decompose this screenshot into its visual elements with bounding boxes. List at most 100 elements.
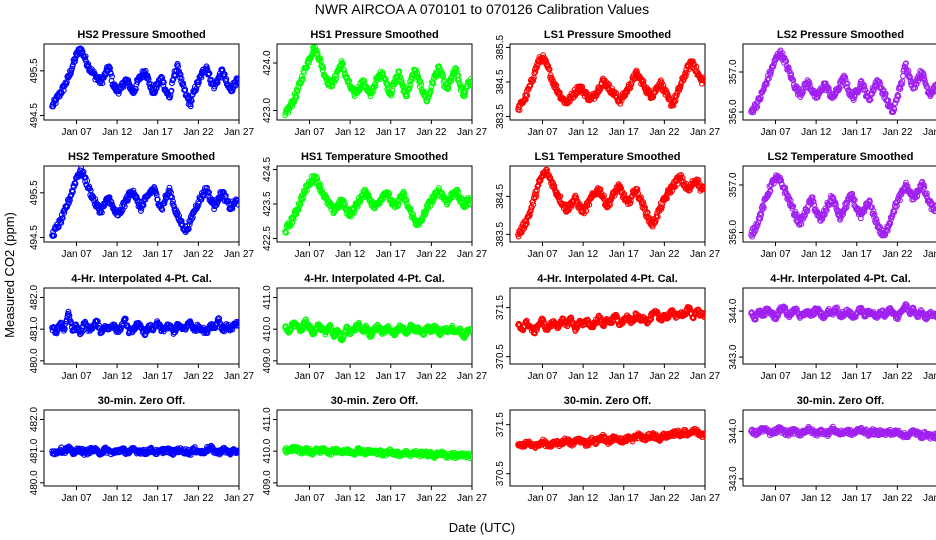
data-point bbox=[351, 209, 358, 215]
data-points bbox=[49, 442, 239, 458]
data-point bbox=[364, 325, 371, 332]
data-point bbox=[900, 73, 906, 80]
data-point bbox=[449, 322, 456, 329]
data-point bbox=[870, 210, 876, 217]
data-point bbox=[913, 81, 920, 88]
data-point bbox=[152, 88, 159, 95]
x-tick-label: Jan 17 bbox=[842, 127, 872, 138]
data-point bbox=[371, 84, 377, 91]
data-point bbox=[187, 103, 194, 110]
data-point bbox=[573, 194, 579, 201]
data-point bbox=[892, 100, 899, 107]
x-tick-label: Jan 22 bbox=[183, 249, 213, 260]
data-point bbox=[921, 77, 928, 84]
data-point bbox=[177, 71, 184, 78]
x-tick-label: Jan 07 bbox=[61, 493, 91, 504]
panel-title: 4-Hr. Interpolated 4-Pt. Cal. bbox=[770, 273, 911, 285]
data-point bbox=[235, 201, 239, 208]
data-point bbox=[161, 200, 168, 207]
data-point bbox=[529, 198, 536, 205]
data-point bbox=[92, 196, 99, 203]
data-point bbox=[933, 312, 936, 318]
data-point bbox=[468, 326, 472, 333]
x-tick-label: Jan 12 bbox=[102, 371, 132, 382]
data-point bbox=[98, 209, 105, 216]
data-point bbox=[870, 208, 877, 215]
x-tick-label: Jan 12 bbox=[568, 127, 598, 138]
data-point bbox=[788, 71, 795, 77]
data-point bbox=[204, 330, 211, 336]
data-point bbox=[771, 60, 777, 67]
y-tick-label: 383.5 bbox=[495, 221, 506, 246]
data-point bbox=[467, 328, 472, 335]
x-axis-label: Date (UTC) bbox=[449, 520, 515, 535]
data-point bbox=[894, 316, 901, 323]
data-point bbox=[530, 201, 537, 208]
data-point bbox=[671, 98, 678, 105]
chart-panel: 4-Hr. Interpolated 4-Pt. Cal.Jan 07 Jan 1… bbox=[728, 273, 936, 382]
data-point bbox=[379, 69, 386, 76]
data-point bbox=[658, 79, 665, 86]
panel-title: LS2 Temperature Smoothed bbox=[768, 151, 914, 163]
x-tick-label: Jan 07 bbox=[61, 249, 91, 260]
data-point bbox=[771, 180, 777, 187]
x-tick-label: Jan 27 bbox=[457, 127, 487, 138]
data-point bbox=[84, 177, 91, 184]
data-point bbox=[811, 311, 818, 318]
panel-title: HS1 Pressure Smoothed bbox=[310, 29, 438, 41]
data-point bbox=[682, 73, 689, 80]
data-points bbox=[282, 44, 472, 119]
y-axis-label: Measured CO2 (ppm) bbox=[2, 212, 17, 338]
data-point bbox=[528, 204, 535, 211]
data-point bbox=[893, 97, 900, 104]
y-tick-label: 356.0 bbox=[728, 220, 739, 245]
data-point bbox=[109, 73, 115, 80]
y-tick-label: 343.0 bbox=[728, 344, 739, 369]
y-tick-label: 423.5 bbox=[262, 191, 273, 216]
data-point bbox=[429, 198, 436, 205]
data-point bbox=[72, 58, 78, 65]
data-point bbox=[206, 70, 213, 77]
data-point bbox=[188, 97, 195, 104]
data-point bbox=[453, 68, 460, 75]
data-point bbox=[85, 61, 92, 67]
data-point bbox=[543, 58, 550, 64]
data-point bbox=[467, 78, 472, 85]
data-point bbox=[161, 198, 168, 205]
data-point bbox=[798, 221, 805, 228]
data-point bbox=[609, 320, 616, 326]
x-tick-label: Jan 22 bbox=[882, 371, 912, 382]
data-point bbox=[448, 78, 455, 84]
chart-panel: 30-min. Zero Off.Jan 07 Jan 12 Jan 17 Jan 2… bbox=[29, 395, 254, 504]
data-point bbox=[293, 94, 300, 101]
data-point bbox=[600, 323, 607, 330]
data-point bbox=[467, 197, 472, 204]
data-point bbox=[754, 221, 761, 228]
data-point bbox=[898, 81, 905, 88]
x-tick-label: Jan 27 bbox=[690, 249, 720, 260]
data-point bbox=[461, 93, 468, 99]
data-point bbox=[333, 72, 340, 79]
data-point bbox=[468, 325, 472, 332]
x-tick-label: Jan 17 bbox=[842, 371, 872, 382]
data-point bbox=[180, 83, 187, 90]
data-point bbox=[173, 327, 179, 334]
x-tick-label: Jan 12 bbox=[102, 127, 132, 138]
x-tick-label: Jan 17 bbox=[143, 493, 173, 504]
x-tick-label: Jan 27 bbox=[224, 371, 254, 382]
data-point bbox=[701, 183, 705, 190]
x-tick-label: Jan 22 bbox=[649, 249, 679, 260]
data-point bbox=[934, 87, 936, 93]
plot-frame bbox=[742, 287, 936, 365]
data-point bbox=[372, 205, 378, 212]
data-point bbox=[406, 85, 413, 92]
data-point bbox=[388, 90, 395, 97]
data-point bbox=[787, 197, 794, 204]
data-point bbox=[174, 60, 181, 67]
x-tick-label: Jan 17 bbox=[143, 249, 173, 260]
data-point bbox=[919, 178, 926, 185]
data-point bbox=[65, 308, 72, 315]
y-tick-label: 371.5 bbox=[495, 295, 506, 320]
data-point bbox=[403, 197, 410, 203]
